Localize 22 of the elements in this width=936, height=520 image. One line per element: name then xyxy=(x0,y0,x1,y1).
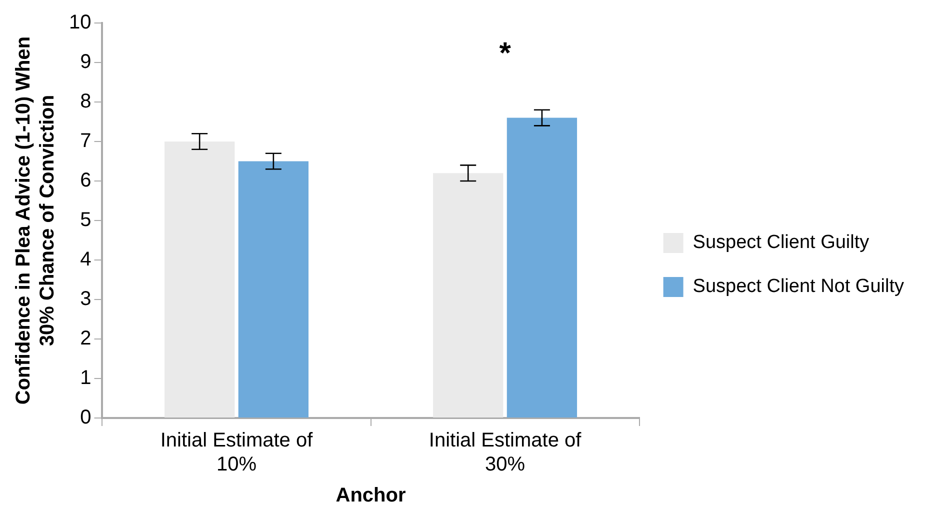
y-axis-title: Confidence in Plea Advice (1-10) When 30% Chance of Conviction xyxy=(12,36,59,405)
y-tick-label: 5 xyxy=(80,209,92,232)
y-tick-label: 3 xyxy=(80,288,92,310)
bar xyxy=(238,161,309,418)
bar xyxy=(506,118,578,418)
annotation: * xyxy=(499,37,512,70)
y-tick-label: 4 xyxy=(80,248,92,271)
x-axis-title: Anchor xyxy=(336,484,406,507)
x-tick-label: Initial Estimate of 10% xyxy=(160,430,314,476)
legend-label: Suspect Client Guilty xyxy=(692,232,870,254)
legend-label: Suspect Client Not Guilty xyxy=(692,276,904,298)
x-tick-label: Initial Estimate of 30% xyxy=(428,430,582,476)
bar xyxy=(433,173,504,418)
y-tick-label: 9 xyxy=(80,51,92,74)
y-tick-label: 0 xyxy=(80,406,92,429)
y-tick-label: 7 xyxy=(80,130,92,152)
y-tick-label: 6 xyxy=(80,170,92,192)
y-tick-label: 2 xyxy=(80,328,92,350)
y-tick-label: 1 xyxy=(80,367,92,390)
bar xyxy=(164,142,235,418)
y-tick-label: 10 xyxy=(68,12,92,34)
y-tick-label: 8 xyxy=(80,90,92,113)
